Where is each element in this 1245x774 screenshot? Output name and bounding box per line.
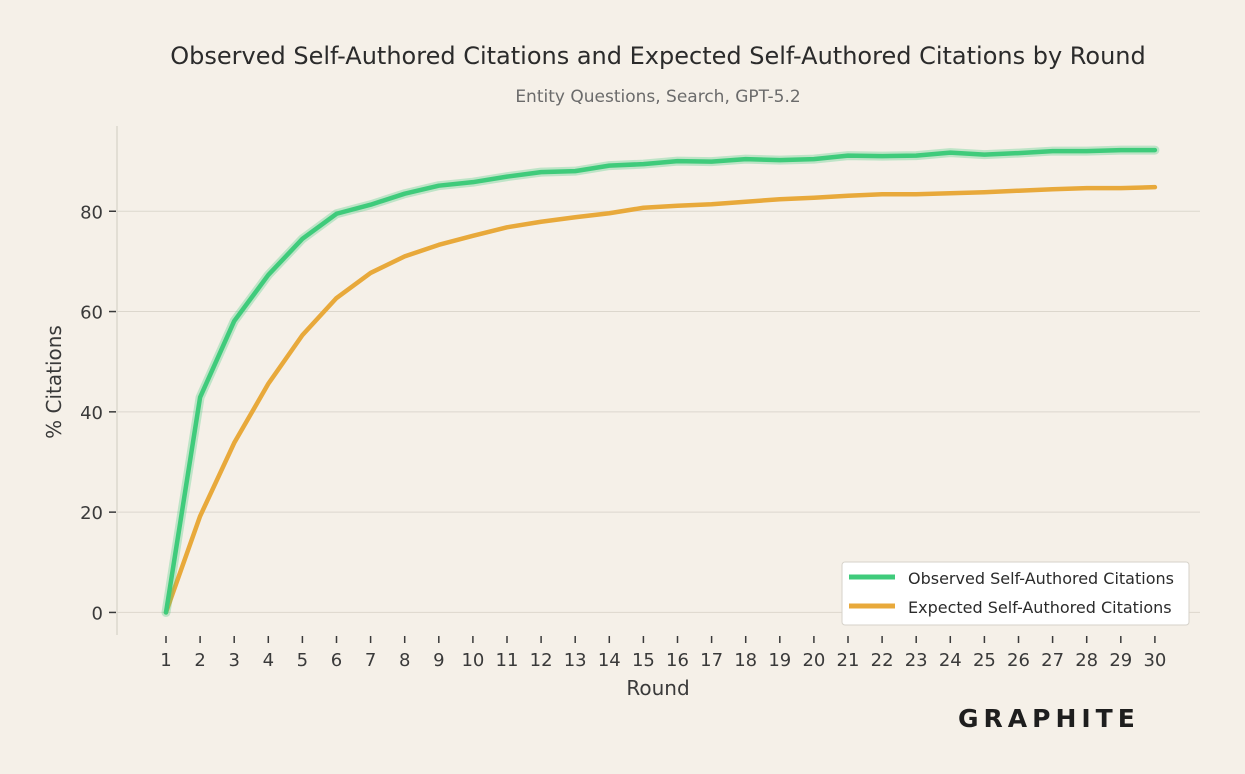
x-tick-label: 26 bbox=[1007, 650, 1030, 671]
x-tick-label: 18 bbox=[734, 650, 757, 671]
x-tick-label: 1 bbox=[160, 650, 171, 671]
series-line-expected bbox=[163, 184, 1158, 615]
y-tick-label: 40 bbox=[80, 403, 103, 424]
x-tick-label: 13 bbox=[564, 650, 587, 671]
x-tick-label: 19 bbox=[768, 650, 791, 671]
x-tick-label: 21 bbox=[837, 650, 860, 671]
x-tick-label: 10 bbox=[461, 650, 484, 671]
x-tick-label: 4 bbox=[263, 650, 274, 671]
x-tick-label: 7 bbox=[365, 650, 376, 671]
y-tick-label: 20 bbox=[80, 503, 103, 524]
x-tick-label: 8 bbox=[399, 650, 410, 671]
x-tick-label: 9 bbox=[433, 650, 444, 671]
x-tick-label: 16 bbox=[666, 650, 689, 671]
chart-title: Observed Self-Authored Citations and Exp… bbox=[170, 42, 1145, 70]
x-tick-label: 28 bbox=[1075, 650, 1098, 671]
legend-box bbox=[841, 561, 1190, 626]
x-tick-label: 11 bbox=[496, 650, 519, 671]
series-band-observed bbox=[161, 145, 1160, 617]
legend: Observed Self-Authored Citations Expecte… bbox=[841, 561, 1190, 626]
graphite-logo: GRAPHITE bbox=[958, 704, 1140, 733]
x-tick-label: 3 bbox=[228, 650, 239, 671]
x-tick-label: 17 bbox=[700, 650, 723, 671]
x-tick-label: 6 bbox=[331, 650, 342, 671]
series-lines bbox=[161, 145, 1160, 617]
y-tick-label: 80 bbox=[80, 202, 103, 223]
x-tick-label: 20 bbox=[802, 650, 825, 671]
legend-label-observed: Observed Self-Authored Citations bbox=[908, 569, 1174, 588]
x-tick-label: 29 bbox=[1109, 650, 1132, 671]
x-tick-label: 14 bbox=[598, 650, 621, 671]
x-tick-label: 15 bbox=[632, 650, 655, 671]
x-axis-label: Round bbox=[626, 676, 689, 700]
series-line-observed bbox=[163, 147, 1158, 615]
x-tick-label: 22 bbox=[871, 650, 894, 671]
chart-subtitle: Entity Questions, Search, GPT-5.2 bbox=[515, 87, 800, 107]
x-tick-label: 24 bbox=[939, 650, 962, 671]
y-tick-label: 0 bbox=[92, 603, 103, 624]
legend-label-expected: Expected Self-Authored Citations bbox=[908, 598, 1172, 617]
x-tick-label: 25 bbox=[973, 650, 996, 671]
x-tick-label: 23 bbox=[905, 650, 928, 671]
x-tick-label: 30 bbox=[1143, 650, 1166, 671]
y-axis-label: % Citations bbox=[42, 325, 66, 439]
gridlines bbox=[117, 210, 1200, 613]
x-tick-label: 27 bbox=[1041, 650, 1064, 671]
y-tick-label: 60 bbox=[80, 303, 103, 324]
x-tick-label: 12 bbox=[530, 650, 553, 671]
x-tick-label: 5 bbox=[297, 650, 308, 671]
x-tick-label: 2 bbox=[194, 650, 205, 671]
